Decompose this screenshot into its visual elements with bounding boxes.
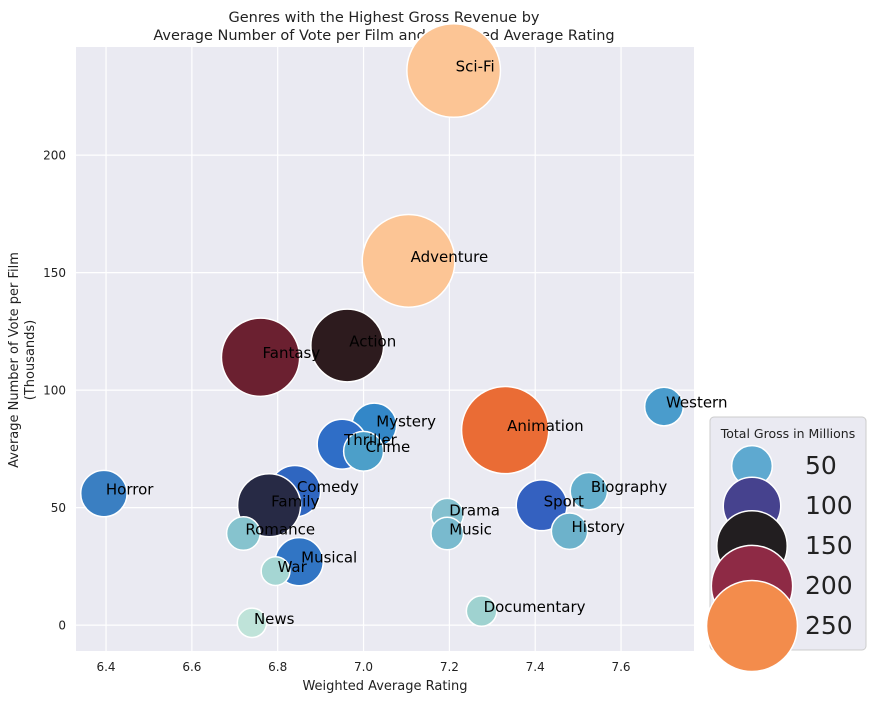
y-tick-label: 100 (43, 384, 66, 398)
bubble-crime (342, 430, 385, 472)
bubble-label: Documentary (484, 598, 586, 616)
bubble-adventure (361, 213, 456, 308)
legend-entries: 50 100 150 200 250 (705, 444, 853, 673)
bubble-western (643, 386, 684, 427)
bubble-label: News (254, 610, 295, 628)
y-tick-labels: 0 50 100 150 200 (43, 149, 66, 633)
legend: Total Gross in Millions 50 100 150 200 250 (705, 416, 867, 673)
bubble-biography (569, 471, 609, 511)
x-tick-label: 7.0 (354, 660, 373, 674)
legend-label: 100 (805, 491, 853, 520)
bubble-history (550, 512, 589, 551)
bubble-action (310, 308, 385, 383)
y-axis-label-line-1: Average Number of Vote per Film (7, 252, 22, 468)
x-tick-labels: 6.4 6.6 6.8 7.0 7.2 7.4 7.6 (96, 660, 630, 674)
x-tick-label: 7.2 (440, 660, 459, 674)
bubble-points (79, 22, 684, 639)
bubble-label: Music (449, 520, 492, 538)
bubble-horror (79, 469, 128, 518)
bubble-documentary (465, 595, 498, 628)
bubble-label: Thriller (343, 431, 398, 449)
bubble-romance (225, 515, 261, 552)
bubble-label: Crime (366, 438, 411, 456)
bubble-label: Fantasy (263, 344, 321, 362)
x-tick-label: 7.4 (526, 660, 545, 674)
bubble-label: Musical (301, 549, 357, 567)
legend-label: 50 (805, 451, 837, 480)
bubble-label: Biography (591, 478, 668, 496)
bubble-label: Sport (544, 492, 584, 510)
x-tick-label: 6.8 (268, 660, 287, 674)
bubble-labels: Sci-Fi Adventure Action Fantasy Western Anima… (106, 58, 728, 628)
bubble-sport (515, 479, 568, 532)
bubble-label: Romance (245, 520, 315, 538)
y-axis-label-line-2: (Thousands) (23, 320, 38, 401)
bubble-label: Drama (449, 502, 500, 520)
bubble-fantasy (220, 317, 301, 398)
bubble-label: History (572, 518, 625, 536)
bubble-label: Mystery (376, 412, 436, 430)
bubble-label: Western (666, 394, 728, 412)
bubble-label: Action (349, 332, 396, 350)
y-tick-label: 0 (58, 619, 66, 633)
bubble-label: Comedy (297, 478, 359, 496)
bubble-label: Horror (106, 481, 154, 499)
x-tick-label: 6.4 (96, 660, 115, 674)
bubble-label: War (278, 558, 308, 576)
bubble-label: Family (271, 492, 319, 510)
bubble-war (260, 555, 291, 587)
chart-title-line-2: Average Number of Vote per Film and Weig… (153, 28, 614, 44)
legend-label: 200 (805, 571, 853, 600)
x-tick-label: 7.6 (611, 660, 630, 674)
legend-label: 250 (805, 611, 853, 640)
plot-area (76, 47, 694, 651)
chart-title-line-1: Genres with the Highest Gross Revenue by (229, 10, 540, 26)
bubble-label: Sci-Fi (456, 58, 495, 76)
bubble-label: Animation (507, 417, 583, 435)
y-tick-label: 50 (51, 501, 66, 515)
bubble-sci-fi (406, 22, 502, 119)
bubble-news (236, 607, 268, 639)
y-tick-label: 200 (43, 149, 66, 163)
bubble-label: Adventure (411, 248, 489, 266)
legend-title: Total Gross in Millions (720, 426, 856, 441)
x-axis-label: Weighted Average Rating (302, 679, 467, 694)
legend-label: 150 (805, 531, 853, 560)
bubble-animation (460, 385, 550, 475)
y-tick-label: 150 (43, 266, 66, 280)
legend-marker (705, 579, 799, 673)
x-tick-label: 6.6 (182, 660, 201, 674)
bubble-music (430, 516, 465, 551)
